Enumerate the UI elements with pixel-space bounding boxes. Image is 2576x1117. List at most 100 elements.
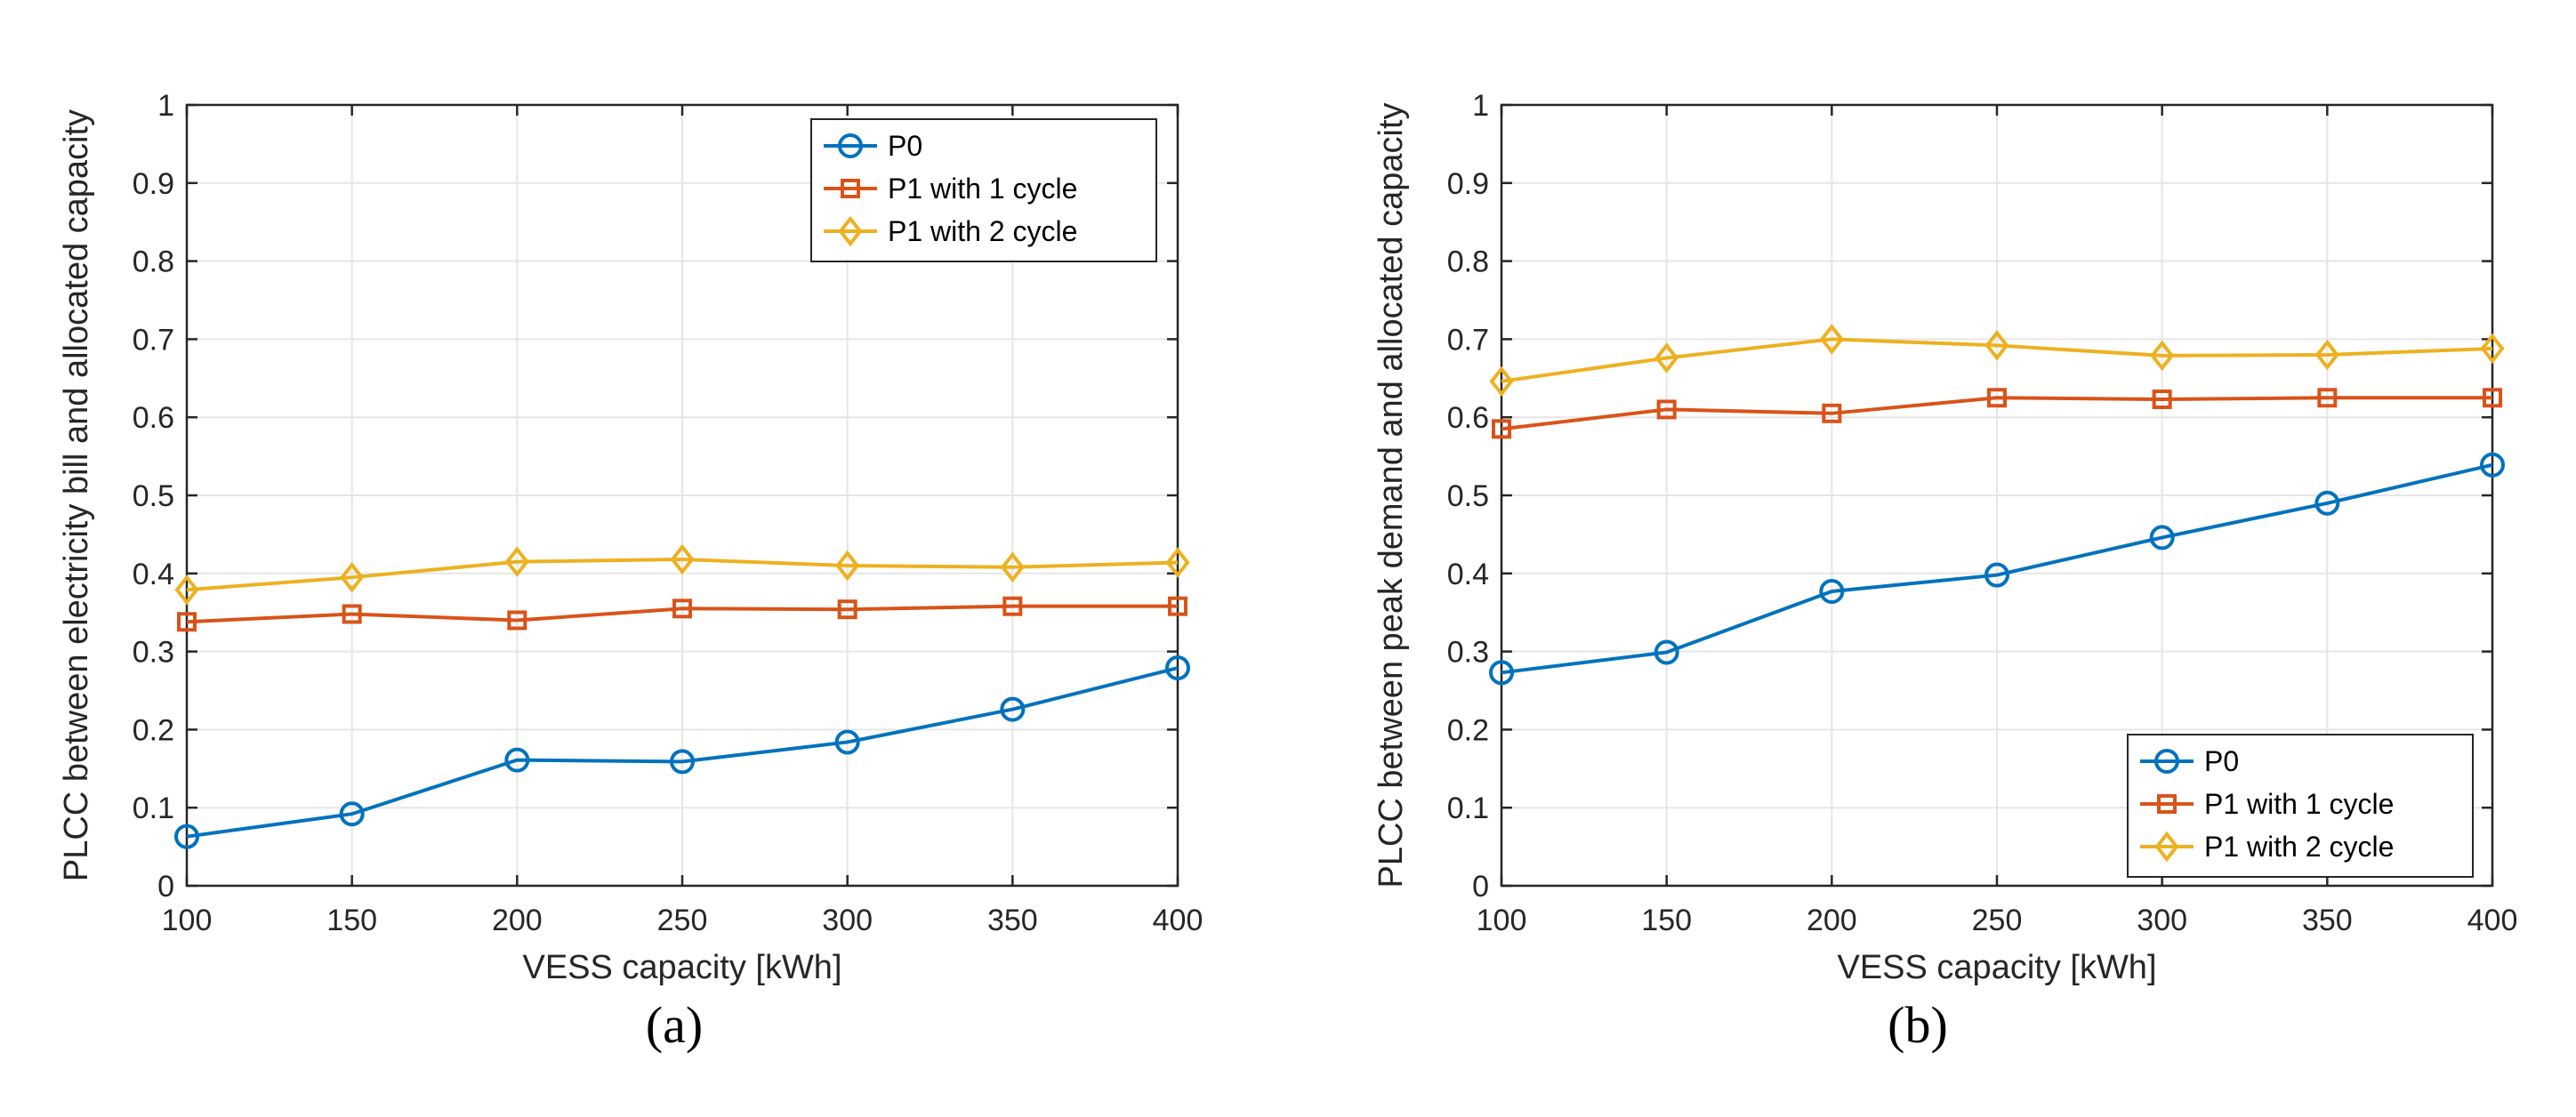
y-tick-label: 0.6	[1447, 401, 1489, 435]
data-point	[1492, 419, 1511, 439]
chart-a: 0 0.1 0.2 0.3 0.4 0.5 0.6 0.7 0.8 0.9 1 100 150 200 25…	[58, 89, 1203, 1054]
data-point	[340, 561, 365, 593]
y-tick-label: 0.2	[1447, 713, 1489, 747]
data-point	[1819, 324, 1844, 355]
series-line	[1501, 462, 2493, 675]
y-tick-label: 0.6	[133, 401, 174, 435]
series-p1-with-2-cycle	[174, 543, 1190, 606]
data-point	[2317, 388, 2338, 408]
data-point	[2314, 490, 2340, 516]
data-point	[1654, 342, 1679, 374]
data-point	[1000, 696, 1026, 722]
y-tick-label: 0.4	[133, 558, 174, 591]
x-tick-label: 100	[1477, 904, 1527, 937]
data-point	[1822, 403, 1842, 423]
series-line	[186, 604, 1178, 624]
y-tick-label: 0.1	[1447, 792, 1489, 825]
data-point	[1656, 399, 1677, 420]
data-point	[2149, 525, 2175, 550]
data-point	[2152, 390, 2172, 410]
x-tick-label: 200	[492, 904, 543, 937]
data-point	[1000, 551, 1025, 583]
y-axis-label: PLCC between peak demand and allocated c…	[1373, 102, 1410, 888]
data-point	[670, 749, 695, 775]
y-tick-label: 0.4	[1447, 558, 1489, 591]
series-line	[1501, 396, 2492, 431]
series-p1-with-2-cycle	[1489, 324, 2505, 398]
data-point	[1168, 596, 1187, 616]
series-p0	[174, 655, 1190, 849]
data-point	[1489, 660, 1514, 686]
data-point	[834, 729, 860, 755]
data-point	[835, 550, 860, 582]
chart-caption: (b)	[1888, 996, 1948, 1054]
legend-marker	[2154, 749, 2179, 774]
y-tick-label: 0.7	[133, 323, 174, 357]
y-tick-label: 0.8	[1447, 245, 1489, 279]
legend-label: P1 with 2 cycle	[2204, 831, 2394, 863]
y-axis-label: PLCC between electricity bill and alloca…	[58, 109, 95, 881]
data-point	[504, 546, 529, 577]
chart-b: 0 0.1 0.2 0.3 0.4 0.5 0.6 0.7 0.8 0.9 1 100 150 200 25…	[1373, 89, 2517, 1054]
legend: P0 P1 with 1 cycle P1 with 2 cycle	[810, 118, 1157, 262]
data-point	[2483, 388, 2502, 408]
x-tick-label: 200	[1807, 904, 1857, 937]
y-tick-label: 0.3	[133, 636, 174, 670]
data-point	[1984, 562, 2009, 588]
y-tick-label: 0.2	[133, 713, 174, 747]
x-tick-label: 400	[2467, 904, 2518, 937]
x-tick-label: 250	[657, 904, 708, 937]
x-tick-label: 300	[2137, 904, 2187, 937]
legend-marker	[838, 215, 863, 247]
x-axis-label: VESS capacity [kWh]	[522, 949, 841, 986]
x-tick-label: 350	[987, 904, 1038, 937]
series-line	[1501, 337, 2493, 383]
data-point	[1165, 547, 1190, 578]
series-line	[186, 666, 1179, 839]
legend-label: P0	[2204, 745, 2239, 777]
series-line	[186, 557, 1179, 592]
series-p0	[1489, 452, 2505, 686]
data-point	[2314, 339, 2339, 371]
legend-marker	[2157, 794, 2177, 814]
x-tick-label: 400	[1153, 904, 1203, 937]
x-tick-label: 150	[326, 904, 377, 937]
data-point	[837, 599, 857, 620]
data-point	[177, 612, 197, 632]
data-point	[1002, 596, 1023, 616]
data-point	[672, 599, 692, 619]
data-point	[2150, 340, 2175, 372]
legend-marker	[841, 179, 860, 198]
x-axis-label: VESS capacity [kWh]	[1837, 949, 2156, 986]
y-tick-label: 0.5	[133, 479, 174, 513]
legend: P0 P1 with 1 cycle P1 with 2 cycle	[2127, 734, 2474, 878]
y-tick-label: 0.5	[1447, 479, 1489, 513]
y-tick-label: 0	[1472, 870, 1489, 904]
x-tick-label: 150	[1641, 904, 1692, 937]
data-point	[339, 801, 365, 827]
y-tick-label: 0.8	[133, 245, 174, 279]
y-tick-label: 0.9	[1447, 167, 1489, 201]
chart-caption: (a)	[646, 996, 703, 1054]
data-point	[2480, 333, 2505, 365]
data-point	[174, 575, 199, 606]
y-tick-label: 1	[157, 89, 174, 123]
data-point	[1165, 655, 1190, 681]
legend-label: P1 with 1 cycle	[888, 173, 1077, 205]
x-tick-label: 300	[822, 904, 873, 937]
data-point	[174, 824, 199, 849]
y-tick-label: 0.7	[1447, 323, 1489, 357]
data-point	[1987, 388, 2007, 408]
data-point	[342, 604, 362, 624]
legend-label: P1 with 2 cycle	[888, 215, 1077, 247]
legend-marker	[838, 133, 863, 158]
data-point	[2480, 452, 2505, 478]
legend-label: P0	[888, 130, 922, 162]
y-tick-label: 0.3	[1447, 636, 1489, 670]
data-point	[1984, 330, 2009, 361]
y-tick-label: 0	[157, 870, 174, 904]
y-tick-label: 1	[1472, 89, 1489, 123]
x-tick-label: 350	[2302, 904, 2353, 937]
data-point	[1654, 639, 1679, 665]
